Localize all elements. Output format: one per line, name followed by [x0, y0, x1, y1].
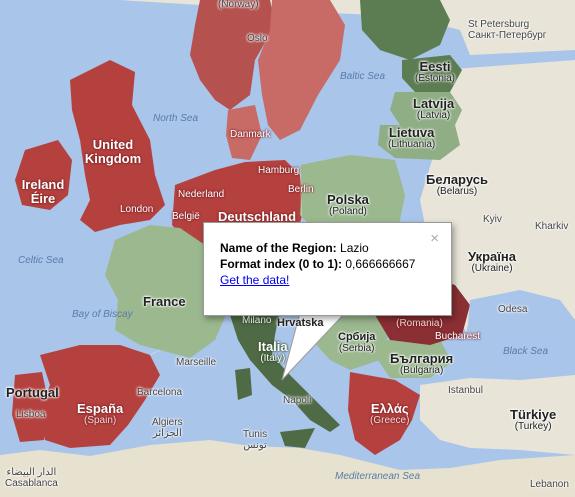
country-norway[interactable] — [190, 0, 275, 110]
label-turkey: Türkiye (Turkey) — [510, 407, 557, 432]
label-napoli: Napoli — [283, 395, 312, 406]
country-lithuania[interactable] — [378, 125, 460, 160]
country-poland[interactable] — [300, 155, 405, 240]
label-barcelona: Barcelona — [137, 387, 183, 398]
country-finland[interactable] — [360, 0, 450, 60]
label-lithuania: Lietuva (Lithuania) — [388, 125, 436, 150]
label-portugal: Portugal — [6, 385, 59, 400]
country-greece[interactable] — [348, 372, 420, 455]
region-label: Name of the Region: — [220, 241, 337, 255]
data-link-row: Get the data! — [220, 273, 289, 287]
label-lebanon: Lebanon — [530, 479, 569, 490]
label-milano: Milano — [242, 315, 272, 326]
label-lisboa: Lisboa — [16, 409, 46, 420]
get-data-link[interactable]: Get the data! — [220, 273, 290, 287]
region-value: Lazio — [340, 241, 369, 255]
label-france: France — [143, 294, 186, 309]
label-ireland: Ireland Éire — [21, 177, 65, 206]
label-marseille: Marseille — [176, 357, 217, 368]
country-france[interactable] — [105, 225, 235, 358]
country-sweden[interactable] — [258, 0, 345, 140]
label-bulgaria: България (Bulgaria) — [390, 351, 454, 376]
label-greece: Ελλάς (Greece) — [370, 401, 410, 426]
country-uk[interactable] — [70, 60, 165, 232]
label-danmark: Danmark — [230, 129, 271, 140]
label-celtic-sea: Celtic Sea — [18, 255, 64, 266]
info-window: × Name of the Region: Lazio Format index… — [203, 222, 452, 316]
country-italy[interactable] — [230, 305, 340, 432]
label-london: London — [120, 204, 154, 215]
label-germany: Deutschland — [218, 209, 297, 224]
label-ukraine: Україна (Ukraine) — [468, 249, 517, 274]
country-italy-sicily[interactable] — [280, 428, 315, 448]
label-oslo: Oslo — [247, 33, 268, 44]
label-st-petersburg: St Petersburg Санкт-Петербург — [468, 19, 547, 41]
label-italy: Italia (Italy) — [258, 339, 288, 364]
label-kharkiv: Kharkiv — [535, 221, 569, 232]
label-mediterranean-sea: Mediterranean Sea — [335, 471, 421, 482]
country-portugal[interactable] — [12, 372, 48, 442]
label-odesa: Odesa — [498, 304, 528, 315]
country-spain[interactable] — [40, 345, 160, 448]
close-icon[interactable]: × — [430, 230, 439, 247]
label-poland: Polska (Poland) — [327, 192, 369, 217]
label-uk: United Kingdom — [84, 137, 142, 166]
label-black-sea: Black Sea — [503, 346, 549, 357]
label-bay-of-biscay: Bay of Biscay — [72, 309, 133, 320]
country-denmark[interactable] — [226, 105, 262, 160]
label-belgie: België — [172, 211, 200, 222]
label-kyiv: Kyiv — [483, 214, 502, 225]
country-ireland[interactable] — [15, 140, 72, 210]
country-italy-sardinia[interactable] — [235, 368, 252, 400]
region-row: Name of the Region: Lazio — [220, 241, 369, 255]
label-bucharest: Bucharest — [435, 331, 481, 342]
land-north-africa — [0, 440, 575, 497]
label-north-sea: North Sea — [153, 113, 199, 124]
label-spain: España (Spain) — [77, 401, 124, 426]
label-belarus: Беларусь (Belarus) — [426, 172, 488, 197]
index-row: Format index (0 to 1): 0,666666667 — [220, 257, 415, 271]
label-casablanca: الدار البيضاء Casablanca — [5, 467, 58, 489]
label-istanbul: Istanbul — [448, 385, 484, 396]
index-label: Format index (0 to 1): — [220, 257, 343, 271]
index-value: 0,666666667 — [345, 257, 416, 271]
label-norway: (Norway) — [218, 0, 259, 10]
label-estonia: Eesti (Estonia) — [415, 59, 456, 84]
label-baltic-sea: Baltic Sea — [340, 71, 386, 82]
label-croatia: Hrvatska — [277, 317, 324, 329]
label-serbia: Србија (Serbia) — [338, 331, 376, 354]
label-latvia: Latvija (Latvia) — [413, 96, 455, 121]
label-nederland: Nederland — [178, 189, 225, 200]
country-bulgaria[interactable] — [378, 340, 452, 378]
label-algiers: Algiers الجزائر — [152, 417, 183, 439]
land-scandinavia-north — [120, 0, 575, 55]
label-tunis: Tunis تونس — [243, 429, 268, 451]
land-turkey — [420, 375, 575, 455]
country-estonia[interactable] — [402, 55, 462, 92]
black-sea — [462, 290, 575, 378]
land-east — [420, 60, 575, 360]
label-berlin: Berlin — [288, 184, 314, 195]
label-hamburg: Hamburg — [258, 165, 300, 176]
country-latvia[interactable] — [390, 92, 462, 125]
